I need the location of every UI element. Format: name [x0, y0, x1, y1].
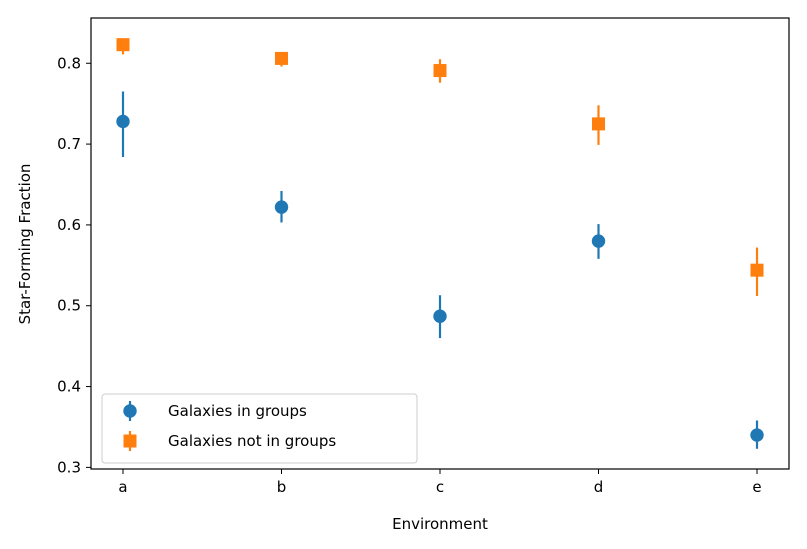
- data-point-groups: [116, 114, 130, 129]
- y-tick-label: 0.7: [57, 135, 81, 153]
- legend-label: Galaxies not in groups: [168, 432, 336, 450]
- x-tick-label: d: [594, 478, 604, 496]
- y-tick-label: 0.6: [57, 216, 81, 234]
- data-markers: [116, 38, 764, 442]
- data-point-not-groups: [275, 51, 288, 65]
- legend-label: Galaxies in groups: [168, 402, 307, 420]
- legend-box: [101, 393, 418, 464]
- data-point-not-groups: [592, 117, 605, 131]
- data-point-not-groups: [433, 64, 447, 78]
- y-tick-label: 0.3: [57, 458, 81, 476]
- x-axis-label: Environment: [392, 515, 488, 533]
- data-point-groups: [433, 309, 447, 323]
- x-tick-label: b: [277, 478, 287, 496]
- x-axis-ticks: a b c d e: [118, 469, 762, 496]
- y-tick-label: 0.5: [57, 297, 81, 315]
- data-point-groups: [274, 200, 289, 214]
- y-axis-label: Star-Forming Fraction: [16, 164, 34, 325]
- legend-marker-circle: [123, 404, 137, 418]
- x-tick-label: e: [752, 478, 761, 496]
- legend: Galaxies in groups Galaxies not in groups: [101, 393, 418, 464]
- legend-marker-square: [123, 434, 137, 448]
- y-axis-ticks: 0.3 0.4 0.5 0.6 0.7 0.8: [57, 54, 91, 476]
- x-tick-label: a: [118, 478, 127, 496]
- y-tick-label: 0.8: [57, 54, 81, 72]
- x-tick-label: c: [436, 478, 444, 496]
- y-tick-label: 0.4: [57, 378, 81, 396]
- data-point-groups: [591, 234, 606, 248]
- data-point-not-groups: [116, 38, 130, 52]
- data-point-not-groups: [750, 263, 764, 277]
- data-point-groups: [750, 428, 764, 442]
